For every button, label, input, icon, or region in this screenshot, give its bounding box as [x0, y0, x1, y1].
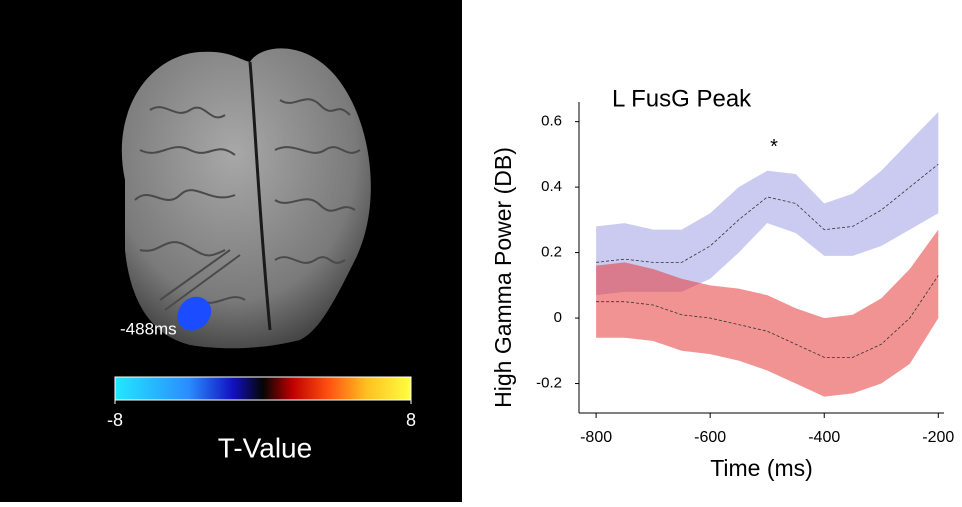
colorbar-label: T-Value: [218, 432, 312, 463]
colorbar-tick-label: -8: [107, 410, 123, 430]
x-tick-label: -600: [694, 429, 726, 446]
x-tick-label: -400: [808, 429, 840, 446]
time-label: -488ms: [120, 319, 177, 338]
y-tick-label: -0.2: [536, 375, 562, 392]
colorbar-gradient: [114, 376, 412, 401]
y-axis-label: High Gamma Power (DB): [490, 147, 516, 408]
chart-title: L FusG Peak: [612, 85, 752, 112]
x-tick-label: -200: [922, 429, 954, 446]
x-tick-label: -800: [580, 429, 612, 446]
brain: [121, 48, 371, 349]
confidence-band: [596, 229, 939, 397]
y-tick-label: 0.2: [541, 244, 562, 261]
y-tick-label: 0.4: [541, 178, 562, 195]
mean-line: [596, 163, 939, 263]
x-axis-label: Time (ms): [710, 455, 813, 481]
annotation: *: [770, 136, 778, 158]
y-tick-label: 0: [554, 309, 562, 326]
colorbar-tick-label: 8: [406, 410, 416, 430]
y-tick-label: 0.6: [541, 113, 562, 130]
mean-line: [596, 275, 939, 358]
confidence-band: [596, 111, 939, 296]
